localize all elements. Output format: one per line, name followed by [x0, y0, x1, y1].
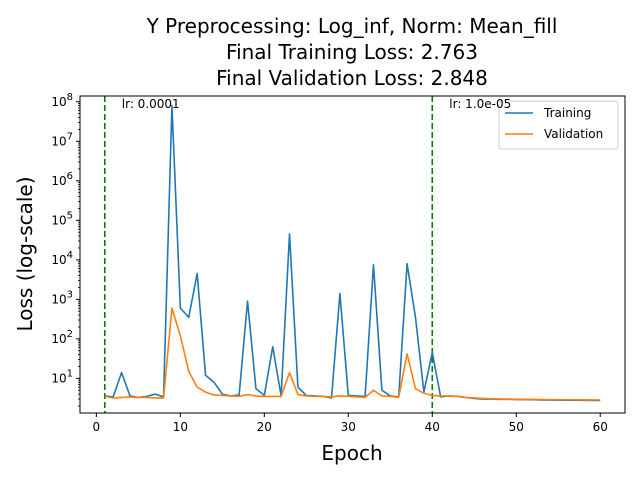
- x-tick-label: 10: [173, 420, 188, 434]
- y-tick-label: 102: [51, 329, 73, 346]
- title-line-3: Final Validation Loss: 2.848: [216, 66, 488, 90]
- title-line-2: Final Training Loss: 2.763: [226, 40, 478, 64]
- legend-label-validation: Validation: [544, 127, 603, 141]
- series-line-training: [104, 104, 601, 402]
- x-tick-label: 30: [341, 420, 356, 434]
- axes-frame: [79, 95, 626, 414]
- lr-annotation: lr: 0.0001: [122, 97, 180, 111]
- y-tick-label: 101: [51, 368, 73, 385]
- y-tick-label: 103: [51, 289, 73, 306]
- x-axis-ticks: 0 10 20 30 40 50 60: [93, 413, 608, 434]
- y-tick-label: 107: [51, 131, 73, 148]
- legend-label-training: Training: [543, 106, 591, 120]
- x-tick-label: 60: [593, 420, 608, 434]
- y-axis-ticks: 101 102 103 104 105 106 107 108: [51, 92, 80, 407]
- x-tick-label: 40: [425, 420, 440, 434]
- title-line-1: Y Preprocessing: Log_inf, Norm: Mean_fil…: [146, 14, 558, 38]
- x-tick-label: 50: [509, 420, 524, 434]
- series-line-validation: [104, 307, 601, 401]
- plot-area: [103, 96, 601, 413]
- legend: Training Validation: [498, 100, 619, 150]
- lr-annotation: lr: 1.0e-05: [449, 97, 511, 111]
- y-tick-label: 108: [51, 92, 73, 109]
- y-axis-label: Loss (log-scale): [13, 176, 37, 331]
- x-tick-label: 0: [93, 420, 101, 434]
- x-tick-label: 20: [257, 420, 272, 434]
- x-axis-label: Epoch: [321, 441, 382, 465]
- y-tick-label: 106: [51, 171, 73, 188]
- chart-title: Y Preprocessing: Log_inf, Norm: Mean_fil…: [146, 14, 558, 90]
- y-tick-label: 104: [51, 250, 73, 267]
- y-tick-label: 105: [51, 210, 73, 227]
